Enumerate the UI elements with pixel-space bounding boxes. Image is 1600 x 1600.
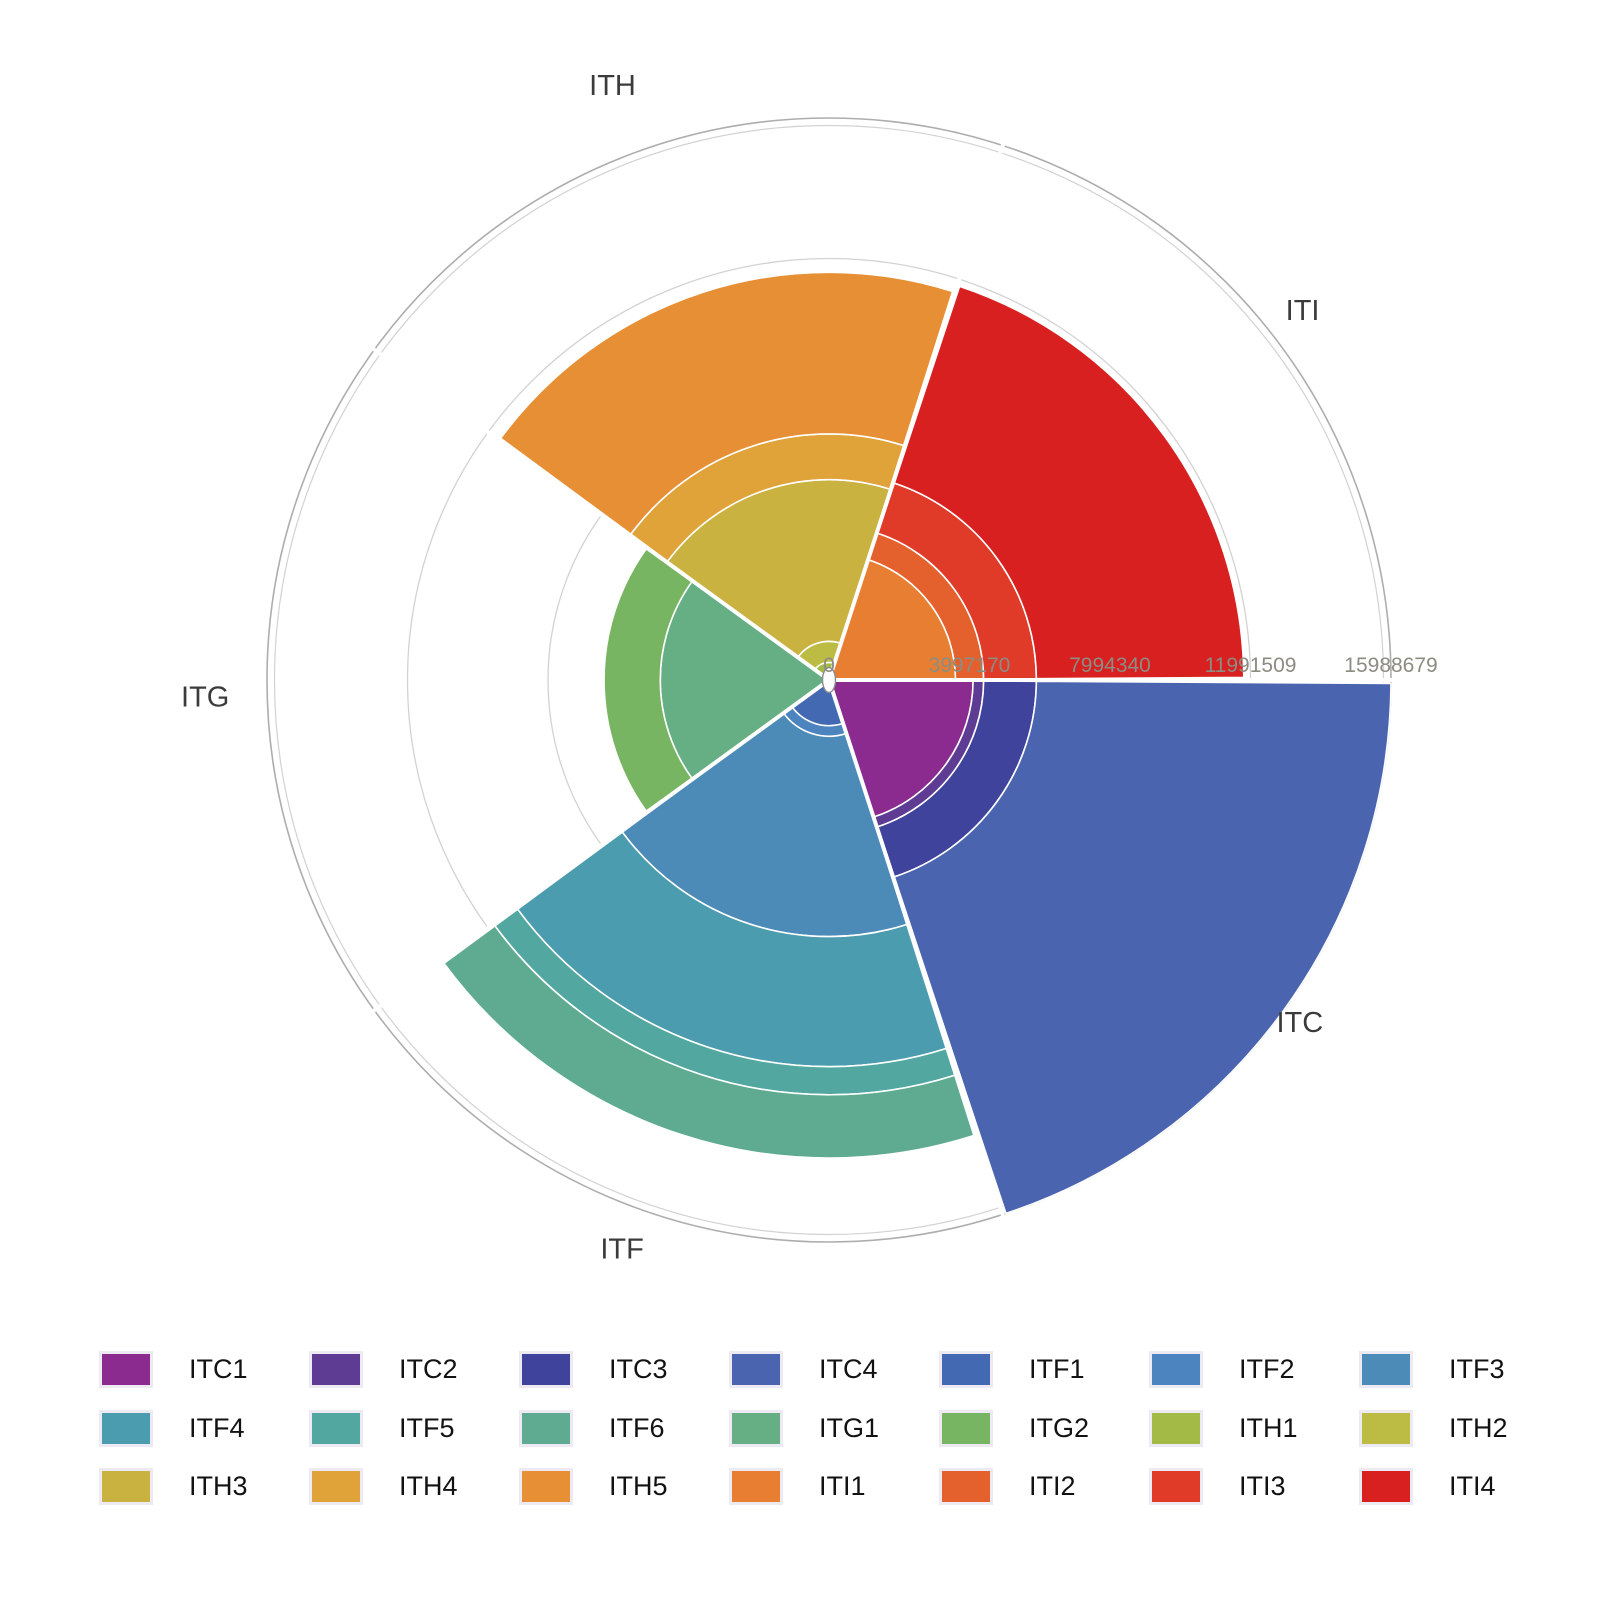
segment-ITC4 (893, 680, 1392, 1215)
legend-swatch-ITH5 (519, 1468, 573, 1505)
legend-item-ITF4: ITF4 (99, 1409, 245, 1447)
legend-swatch-ITF5 (309, 1409, 363, 1447)
legend-label-ITF5: ITF5 (399, 1412, 455, 1443)
legend-item-ITG2: ITG2 (939, 1409, 1090, 1447)
center-origin-marker (821, 666, 837, 694)
legend-label-ITC1: ITC1 (189, 1354, 248, 1384)
category-label-ITF: ITF (600, 1234, 644, 1266)
legend-swatch-ITH1 (1149, 1409, 1203, 1447)
legend-label-ITH1: ITH1 (1239, 1412, 1298, 1443)
category-label-ITH: ITH (589, 70, 636, 102)
legend-swatch-ITF1 (939, 1351, 993, 1388)
legend-swatch-ITC4 (729, 1351, 783, 1388)
legend-item-ITF3: ITF3 (1359, 1351, 1505, 1388)
legend-label-ITC4: ITC4 (819, 1354, 878, 1384)
legend-item-ITI4: ITI4 (1359, 1468, 1496, 1505)
legend-swatch-ITF2 (1149, 1351, 1203, 1388)
axis-tick-label: 15988679 (1344, 654, 1437, 677)
segment-ITH5 (499, 271, 954, 535)
axis-tick-label: 0 (823, 654, 835, 677)
legend-item-ITC1: ITC1 (99, 1351, 248, 1388)
sector-separator (369, 345, 831, 682)
legend-label-ITH3: ITH3 (189, 1471, 248, 1501)
legend-swatch-ITF4 (99, 1409, 153, 1447)
legend-label-ITG1: ITG1 (819, 1412, 880, 1443)
legend-item-ITC3: ITC3 (519, 1351, 668, 1388)
legend-item-ITF6: ITF6 (519, 1409, 665, 1447)
legend-item-ITF5: ITF5 (309, 1409, 455, 1447)
legend-label-ITI4: ITI4 (1449, 1471, 1496, 1501)
legend-item-ITC2: ITC2 (309, 1351, 458, 1388)
legend-label-ITF2: ITF2 (1239, 1354, 1295, 1384)
legend-label-ITI2: ITI2 (1029, 1471, 1076, 1501)
legend-item-ITH5: ITH5 (519, 1468, 668, 1505)
category-label-ITI: ITI (1286, 295, 1320, 327)
legend-label-ITF3: ITF3 (1449, 1354, 1505, 1384)
legend-item-ITH2: ITH2 (1359, 1409, 1508, 1447)
axis-tick-label: 7994340 (1069, 654, 1151, 677)
segment-ITF6 (443, 925, 975, 1159)
legend-item-ITF1: ITF1 (939, 1351, 1085, 1388)
sector-separator (827, 141, 1006, 681)
legend-swatch-ITF6 (519, 1409, 573, 1447)
legend-item-ITF2: ITF2 (1149, 1351, 1295, 1388)
legend-item-ITI2: ITI2 (939, 1468, 1076, 1505)
sector-separator (369, 678, 831, 1015)
legend-label-ITH4: ITH4 (399, 1471, 458, 1501)
segment-ITI4 (893, 285, 1245, 680)
legend-swatch-ITG2 (939, 1409, 993, 1447)
legend-swatch-ITI3 (1149, 1468, 1203, 1505)
legend-label-ITC2: ITC2 (399, 1354, 458, 1384)
legend-swatch-ITH3 (99, 1468, 153, 1505)
legend-swatch-ITC3 (519, 1351, 573, 1388)
legend-item-ITH4: ITH4 (309, 1468, 458, 1505)
legend-swatch-ITH2 (1359, 1409, 1413, 1447)
category-label-ITC: ITC (1276, 1007, 1323, 1039)
sector-separator (827, 679, 1006, 1219)
legend-item-ITC4: ITC4 (729, 1351, 878, 1388)
legend-label-ITI1: ITI1 (819, 1471, 866, 1501)
legend-label-ITH2: ITH2 (1449, 1412, 1508, 1443)
legend-swatch-ITG1 (729, 1409, 783, 1447)
legend-swatch-ITI2 (939, 1468, 993, 1505)
legend-label-ITF4: ITF4 (189, 1412, 245, 1443)
legend-swatch-ITF3 (1359, 1351, 1413, 1388)
legend-item-ITG1: ITG1 (729, 1409, 880, 1447)
legend-swatch-ITI1 (729, 1468, 783, 1505)
axis-tick-label: 3997170 (929, 654, 1011, 677)
axis-tick-label: 11991509 (1205, 654, 1297, 677)
legend-swatch-ITC1 (99, 1351, 153, 1388)
legend-item-ITH3: ITH3 (99, 1468, 248, 1505)
legend-label-ITF6: ITF6 (609, 1412, 665, 1443)
legend-label-ITI3: ITI3 (1239, 1471, 1286, 1501)
legend-item-ITI1: ITI1 (729, 1468, 866, 1505)
legend-item-ITI3: ITI3 (1149, 1468, 1286, 1505)
legend-swatch-ITI4 (1359, 1468, 1413, 1505)
legend-label-ITH5: ITH5 (609, 1471, 668, 1501)
legend-swatch-ITC2 (309, 1351, 363, 1388)
category-label-ITG: ITG (181, 681, 229, 713)
legend-swatch-ITH4 (309, 1468, 363, 1505)
legend-item-ITH1: ITH1 (1149, 1409, 1298, 1447)
legend-label-ITF1: ITF1 (1029, 1354, 1085, 1384)
legend-label-ITG2: ITG2 (1029, 1412, 1090, 1443)
legend-label-ITC3: ITC3 (609, 1354, 668, 1384)
